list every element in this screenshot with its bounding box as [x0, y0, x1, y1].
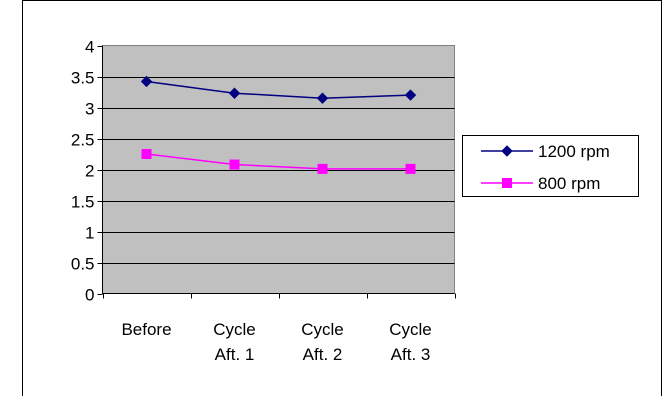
- data-point: [228, 87, 241, 99]
- x-tick-label: Before: [121, 320, 171, 339]
- legend-marker: [501, 145, 513, 157]
- y-tick-label: 4: [85, 38, 94, 57]
- legend: 1200 rpm 800 rpm: [462, 135, 639, 197]
- data-point: [317, 163, 328, 174]
- series-line: [146, 153, 411, 170]
- x-tick-labels: Before Cycle Aft. 1 Cycle Aft. 2 Cycle Aft. 3: [121, 320, 431, 364]
- x-tick-label: Cycle Aft. 2: [301, 320, 344, 364]
- x-tick-label: Cycle Aft. 3: [389, 320, 432, 364]
- data-point: [316, 92, 329, 104]
- x-tick-label-line: Aft. 2: [303, 345, 343, 364]
- legend-label: 1200 rpm: [538, 142, 610, 161]
- y-tick-label: 2.5: [71, 131, 95, 150]
- x-tick-label-line: Cycle: [213, 320, 256, 339]
- series: [140, 75, 417, 174]
- x-tick-label-line: Cycle: [301, 320, 344, 339]
- legend-box: [462, 135, 639, 197]
- x-tick-label-line: Aft. 1: [215, 345, 255, 364]
- data-point: [141, 149, 152, 159]
- y-tick-label: 0: [85, 286, 94, 305]
- axes: [97, 45, 456, 299]
- y-tick-label: 3.5: [71, 69, 95, 88]
- data-point: [405, 163, 416, 174]
- y-tick-label: 2: [85, 162, 94, 181]
- x-tick-label-line: Before: [121, 320, 171, 339]
- x-tick-label: Cycle Aft. 1: [213, 320, 256, 364]
- y-tick-labels: 0 0.5 1 1.5 2 2.5 3 3.5 4: [71, 38, 95, 305]
- y-tick-label: 1: [85, 224, 94, 243]
- data-point: [404, 89, 417, 101]
- legend-marker: [502, 178, 512, 188]
- y-tick-label: 1.5: [71, 193, 95, 212]
- legend-label: 800 rpm: [538, 174, 600, 193]
- data-point: [140, 75, 153, 88]
- data-point: [229, 159, 240, 170]
- y-tick-label: 3: [85, 100, 94, 119]
- series-line: [146, 80, 411, 99]
- x-tick-label-line: Aft. 3: [391, 345, 431, 364]
- x-tick-label-line: Cycle: [389, 320, 432, 339]
- y-tick-label: 0.5: [71, 255, 95, 274]
- gridlines: [102, 77, 455, 264]
